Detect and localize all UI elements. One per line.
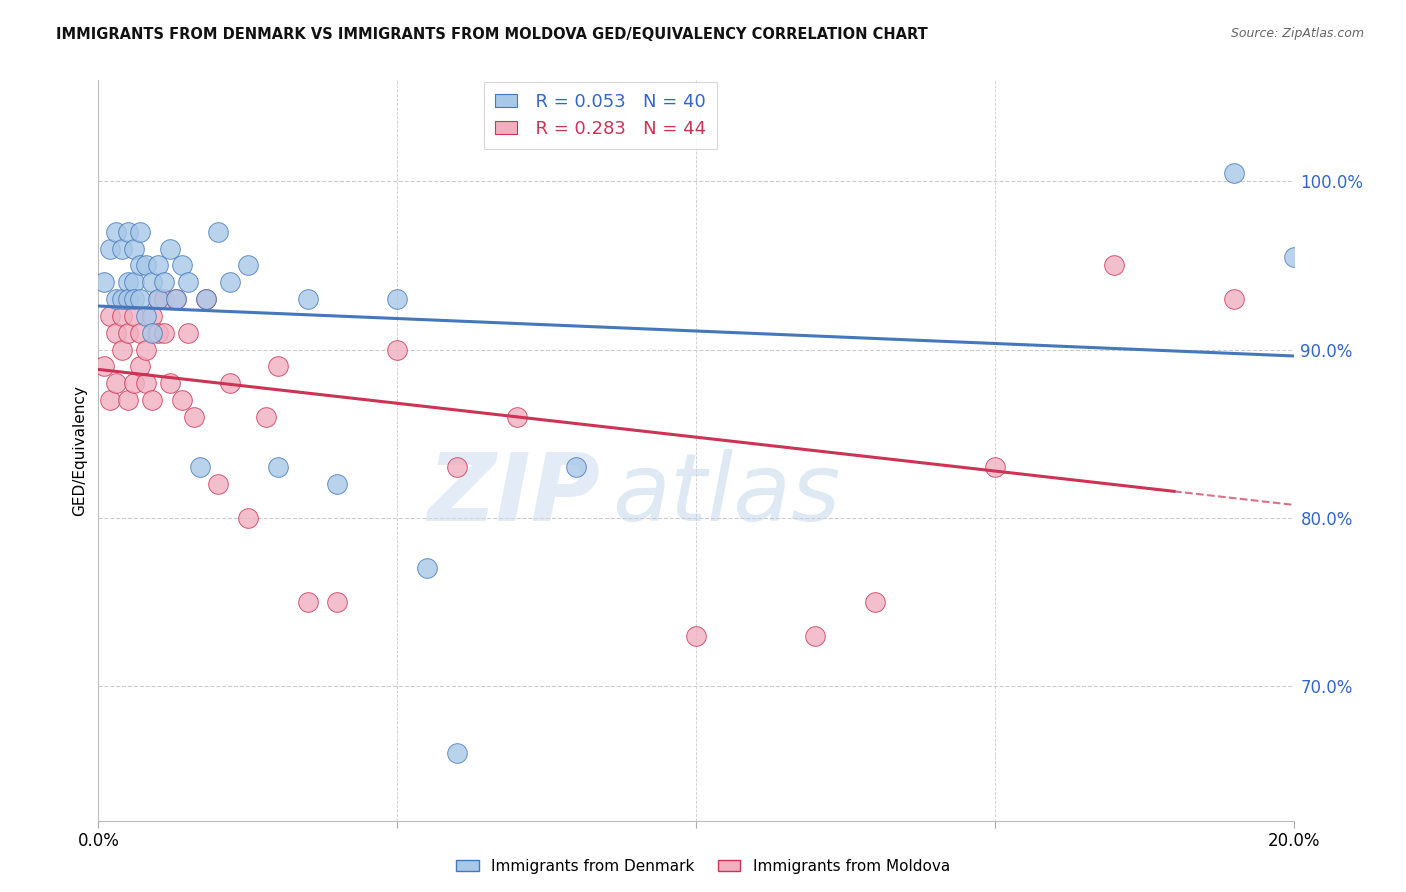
Point <box>267 460 290 475</box>
Point <box>141 326 163 340</box>
Point <box>129 292 152 306</box>
Point <box>236 259 259 273</box>
Point <box>148 259 170 273</box>
Point <box>117 225 139 239</box>
Point <box>98 309 122 323</box>
Point <box>565 460 588 475</box>
Point <box>297 595 319 609</box>
Point <box>1223 166 1246 180</box>
Point <box>124 309 146 323</box>
Point <box>219 275 242 289</box>
Point <box>129 326 152 340</box>
Point <box>141 275 163 289</box>
Point <box>148 292 170 306</box>
Point <box>865 595 887 609</box>
Point <box>148 326 170 340</box>
Point <box>165 292 187 306</box>
Text: atlas: atlas <box>613 450 841 541</box>
Point <box>297 292 319 306</box>
Point <box>117 275 139 289</box>
Point <box>135 309 157 323</box>
Point <box>98 392 122 407</box>
Point <box>385 292 409 306</box>
Point <box>446 747 468 761</box>
Point <box>207 225 229 239</box>
Point <box>117 392 139 407</box>
Point <box>685 629 707 643</box>
Point <box>165 292 187 306</box>
Point <box>135 376 157 391</box>
Point <box>111 292 134 306</box>
Point <box>111 343 134 357</box>
Point <box>117 292 139 306</box>
Point <box>105 292 128 306</box>
Point <box>105 225 128 239</box>
Point <box>195 292 218 306</box>
Point <box>153 326 176 340</box>
Text: Source: ZipAtlas.com: Source: ZipAtlas.com <box>1230 27 1364 40</box>
Point <box>219 376 242 391</box>
Point <box>267 359 290 374</box>
Point <box>153 292 176 306</box>
Point <box>172 392 194 407</box>
Point <box>105 326 128 340</box>
Point <box>416 561 439 575</box>
Point <box>183 409 205 424</box>
Point <box>159 242 181 256</box>
Point <box>326 595 349 609</box>
Point <box>141 392 163 407</box>
Point <box>129 259 152 273</box>
Point <box>124 275 146 289</box>
Text: ZIP: ZIP <box>427 449 600 541</box>
Point <box>177 275 200 289</box>
Point <box>148 292 170 306</box>
Text: IMMIGRANTS FROM DENMARK VS IMMIGRANTS FROM MOLDOVA GED/EQUIVALENCY CORRELATION C: IMMIGRANTS FROM DENMARK VS IMMIGRANTS FR… <box>56 27 928 42</box>
Point <box>129 225 152 239</box>
Point <box>135 259 157 273</box>
Point <box>236 510 259 524</box>
Point <box>111 309 134 323</box>
Point <box>105 376 128 391</box>
Legend:   R = 0.053   N = 40,   R = 0.283   N = 44: R = 0.053 N = 40, R = 0.283 N = 44 <box>484 82 717 149</box>
Point <box>141 309 163 323</box>
Point <box>159 376 181 391</box>
Y-axis label: GED/Equivalency: GED/Equivalency <box>72 385 87 516</box>
Point <box>93 359 115 374</box>
Point <box>506 409 529 424</box>
Point <box>385 343 409 357</box>
Point <box>153 275 176 289</box>
Point <box>177 326 200 340</box>
Point <box>254 409 277 424</box>
Point <box>93 275 115 289</box>
Point <box>117 326 139 340</box>
Point <box>1282 250 1305 264</box>
Point <box>172 259 194 273</box>
Point <box>446 460 468 475</box>
Point <box>98 242 122 256</box>
Point <box>326 477 349 491</box>
Point <box>111 242 134 256</box>
Point <box>195 292 218 306</box>
Point <box>207 477 229 491</box>
Point <box>1223 292 1246 306</box>
Point <box>135 343 157 357</box>
Point <box>124 292 146 306</box>
Point <box>124 376 146 391</box>
Point <box>804 629 827 643</box>
Point <box>129 359 152 374</box>
Legend: Immigrants from Denmark, Immigrants from Moldova: Immigrants from Denmark, Immigrants from… <box>450 853 956 880</box>
Point <box>117 292 139 306</box>
Point <box>984 460 1007 475</box>
Point <box>1104 259 1126 273</box>
Point <box>188 460 211 475</box>
Point <box>124 242 146 256</box>
